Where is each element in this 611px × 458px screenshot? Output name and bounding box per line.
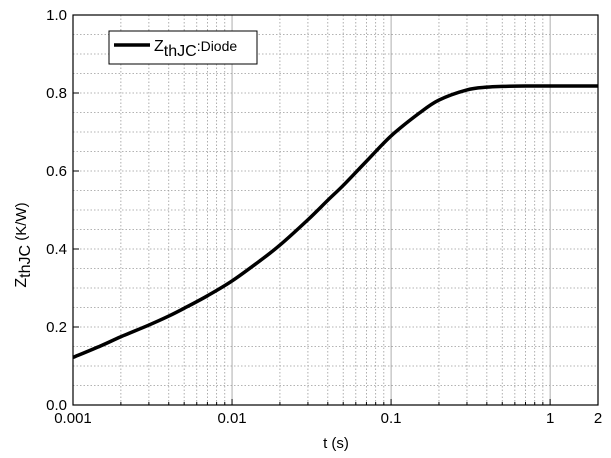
x-tick: 0.01 (217, 399, 247, 427)
series-layer (72, 84, 598, 360)
y-tick-label: 0.2 (46, 319, 67, 336)
y-tick: 0.6 (46, 163, 79, 180)
y-axis-title-unit: (K/W) (13, 202, 30, 245)
legend-label-main: Z (154, 38, 164, 55)
series-line-zthjc-diode (72, 84, 598, 360)
legend-box (108, 30, 258, 65)
y-tick-label: 0.6 (46, 163, 67, 180)
plot-frame (72, 14, 599, 406)
y-tick-label: 1.0 (46, 7, 67, 24)
grid-lines (73, 15, 598, 405)
legend-label-sub: thJC (164, 43, 197, 60)
y-axis-title: ZthJC (K/W) (13, 202, 34, 287)
legend-label-suffix: :Diode (197, 38, 238, 54)
x-axis-title: t (s) (323, 435, 349, 452)
x-tick-label: 1 (546, 410, 554, 427)
y-tick-label: 0.0 (46, 397, 67, 414)
x-axis: 0.001 0.01 0.1 1 2 (54, 399, 602, 427)
y-tick-label: 0.4 (46, 241, 67, 258)
legend: ZthJC:Diode (108, 30, 258, 65)
x-tick: 0.001 (54, 399, 92, 427)
y-tick-label: 0.8 (46, 85, 67, 102)
y-axis-title-main: Z (13, 278, 30, 288)
x-tick-label: 0.001 (54, 410, 92, 427)
y-tick: 0.2 (46, 319, 79, 336)
x-tick: 2 (594, 399, 602, 427)
x-tick: 1 (546, 399, 554, 427)
x-tick: 0.1 (381, 399, 402, 427)
y-axis: 0.0 0.2 0.4 0.6 0.8 1.0 (46, 7, 79, 414)
x-tick-label: 0.1 (381, 410, 402, 427)
legend-label: ZthJC:Diode (154, 38, 237, 60)
y-axis-title-sub: thJC (17, 245, 34, 278)
y-tick: 0.4 (46, 241, 79, 258)
y-tick: 1.0 (46, 7, 79, 24)
y-tick: 0.8 (46, 85, 79, 102)
x-tick-label: 2 (594, 410, 602, 427)
x-tick-label: 0.01 (217, 410, 246, 427)
y-tick: 0.0 (46, 397, 79, 414)
